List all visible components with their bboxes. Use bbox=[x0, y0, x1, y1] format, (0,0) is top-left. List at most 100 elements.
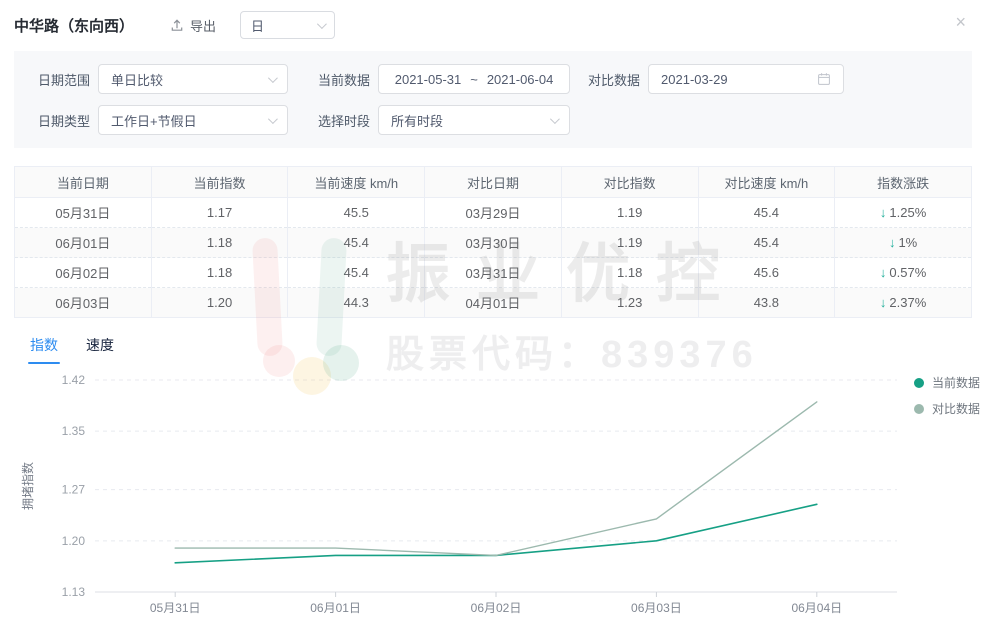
header: 中华路（东向西） 导出 日 × bbox=[0, 0, 986, 47]
compare-data-group: 对比数据 2021-03-29 bbox=[588, 64, 845, 94]
table-cell: 44.3 bbox=[287, 287, 426, 318]
table-row: 06月02日 1.18 45.4 03月31日 1.18 45.6 ↓ 0.57% bbox=[14, 257, 972, 288]
change-value: 1% bbox=[898, 235, 918, 250]
compare-date-value: 2021-03-29 bbox=[661, 71, 728, 87]
column-header: 对比速度 km/h bbox=[698, 166, 836, 198]
chevron-down-icon bbox=[316, 18, 327, 29]
y-tick-label: 1.42 bbox=[62, 373, 86, 387]
filter-row-2: 日期类型 工作日+节假日 选择时段 所有时段 bbox=[38, 105, 948, 135]
export-button[interactable]: 导出 bbox=[170, 16, 216, 35]
table-cell: 1.20 bbox=[151, 287, 289, 318]
table-cell: 45.4 bbox=[287, 227, 426, 258]
granularity-value: 日 bbox=[251, 18, 265, 34]
table-cell: 45.6 bbox=[698, 257, 836, 288]
time-period-select[interactable]: 所有时段 bbox=[378, 105, 571, 135]
date-range-group: 日期范围 单日比较 bbox=[38, 64, 318, 94]
tab-speed[interactable]: 速度 bbox=[86, 337, 114, 353]
legend-label: 对比数据 bbox=[931, 402, 980, 416]
granularity-select[interactable]: 日 bbox=[240, 11, 336, 39]
table-cell: 1.23 bbox=[561, 287, 699, 318]
chart-tabs: 指数 速度 bbox=[28, 335, 986, 364]
column-header: 对比指数 bbox=[561, 166, 699, 198]
table-cell: 06月01日 bbox=[14, 227, 152, 258]
change-value: 1.25% bbox=[889, 205, 927, 220]
y-tick-label: 1.27 bbox=[62, 483, 86, 497]
x-tick-label: 05月31日 bbox=[150, 601, 201, 615]
table-row: 06月03日 1.20 44.3 04月01日 1.23 43.8 ↓ 2.37% bbox=[14, 287, 972, 318]
column-header: 当前速度 km/h bbox=[287, 166, 426, 198]
legend-dot-icon bbox=[913, 377, 924, 388]
filter-panel: 日期范围 单日比较 当前数据 2021-05-31 ~ 2021-06-04 对… bbox=[14, 51, 972, 148]
x-tick-label: 06月03日 bbox=[631, 601, 682, 615]
table-cell: 05月31日 bbox=[14, 197, 152, 228]
table-cell: 45.4 bbox=[287, 257, 426, 288]
chart-legend: 当前数据 对比数据 bbox=[913, 374, 980, 417]
range-separator: ~ bbox=[470, 71, 478, 87]
legend-dot-icon bbox=[913, 403, 924, 414]
tab-index[interactable]: 指数 bbox=[28, 335, 60, 364]
x-tick-label: 06月04日 bbox=[791, 601, 842, 615]
time-period-value: 所有时段 bbox=[391, 113, 444, 129]
down-arrow-icon: ↓ bbox=[879, 265, 887, 280]
y-tick-label: 1.35 bbox=[62, 424, 86, 438]
down-arrow-icon: ↓ bbox=[879, 205, 887, 220]
index-change-cell: ↓ 1% bbox=[834, 227, 972, 258]
x-tick-label: 06月02日 bbox=[471, 601, 522, 615]
current-data-label: 当前数据 bbox=[318, 72, 371, 88]
change-value: 0.57% bbox=[889, 265, 927, 280]
table-cell: 03月29日 bbox=[424, 197, 562, 228]
chart-area: 拥堵指数 1.13 1.20 1.27 1.35 1.42 05月31日 06月01日 06月0… bbox=[0, 370, 986, 638]
index-change-cell: ↓ 0.57% bbox=[834, 257, 972, 288]
export-label: 导出 bbox=[190, 18, 217, 34]
date-range-mode-select[interactable]: 单日比较 bbox=[98, 64, 289, 94]
date-type-select[interactable]: 工作日+节假日 bbox=[98, 105, 289, 135]
time-period-label: 选择时段 bbox=[318, 113, 371, 129]
table-cell: 45.4 bbox=[698, 227, 836, 258]
table-cell: 1.18 bbox=[151, 227, 289, 258]
y-tick-label: 1.13 bbox=[62, 585, 86, 599]
table-cell: 03月30日 bbox=[424, 227, 562, 258]
page-title: 中华路（东向西） bbox=[14, 17, 135, 35]
legend-label: 当前数据 bbox=[931, 376, 980, 390]
date-type-group: 日期类型 工作日+节假日 bbox=[38, 105, 318, 135]
index-change-cell: ↓ 2.37% bbox=[834, 287, 972, 318]
column-header: 指数涨跌 bbox=[834, 166, 972, 198]
calendar-icon bbox=[818, 73, 830, 85]
upload-icon bbox=[171, 19, 183, 31]
table-cell: 04月01日 bbox=[424, 287, 562, 318]
table-cell: 03月31日 bbox=[424, 257, 562, 288]
table-cell: 06月02日 bbox=[14, 257, 152, 288]
date-range-label: 日期范围 bbox=[38, 72, 91, 88]
chevron-down-icon bbox=[267, 113, 278, 124]
close-button[interactable]: × bbox=[955, 12, 966, 32]
filter-row-1: 日期范围 单日比较 当前数据 2021-05-31 ~ 2021-06-04 对… bbox=[38, 64, 948, 94]
down-arrow-icon: ↓ bbox=[888, 235, 896, 250]
table-cell: 06月03日 bbox=[14, 287, 152, 318]
y-tick-label: 1.20 bbox=[62, 534, 86, 548]
chevron-down-icon bbox=[549, 113, 560, 124]
table-cell: 1.19 bbox=[561, 197, 699, 228]
table-cell: 1.19 bbox=[561, 227, 699, 258]
time-period-group: 选择时段 所有时段 bbox=[318, 105, 571, 135]
table-row: 05月31日 1.17 45.5 03月29日 1.19 45.4 ↓ 1.25% bbox=[14, 197, 972, 228]
table-cell: 45.4 bbox=[698, 197, 836, 228]
legend-item-compare[interactable]: 对比数据 bbox=[913, 400, 980, 417]
current-data-group: 当前数据 2021-05-31 ~ 2021-06-04 bbox=[318, 64, 588, 94]
current-data-range-input[interactable]: 2021-05-31 ~ 2021-06-04 bbox=[378, 64, 571, 94]
compare-data-date-input[interactable]: 2021-03-29 bbox=[648, 64, 845, 94]
down-arrow-icon: ↓ bbox=[879, 295, 887, 310]
compare-data-label: 对比数据 bbox=[588, 72, 641, 88]
change-value: 2.37% bbox=[889, 295, 927, 310]
table-cell: 1.18 bbox=[151, 257, 289, 288]
series-line-compare bbox=[174, 401, 818, 557]
table-row: 06月01日 1.18 45.4 03月30日 1.19 45.4 ↓ 1% bbox=[14, 227, 972, 258]
date-type-label: 日期类型 bbox=[38, 113, 91, 129]
comparison-table-wrap: 当前日期 当前指数 当前速度 km/h 对比日期 对比指数 对比速度 km/h 指数涨跌 0… bbox=[14, 166, 972, 318]
x-tick-label: 06月01日 bbox=[310, 601, 361, 615]
date-range-mode-value: 单日比较 bbox=[111, 72, 164, 88]
comparison-table: 当前日期 当前指数 当前速度 km/h 对比日期 对比指数 对比速度 km/h 指数涨跌 0… bbox=[14, 166, 972, 318]
date-type-value: 工作日+节假日 bbox=[111, 113, 197, 129]
y-axis-label: 拥堵指数 bbox=[20, 462, 35, 510]
legend-item-current[interactable]: 当前数据 bbox=[913, 374, 980, 391]
